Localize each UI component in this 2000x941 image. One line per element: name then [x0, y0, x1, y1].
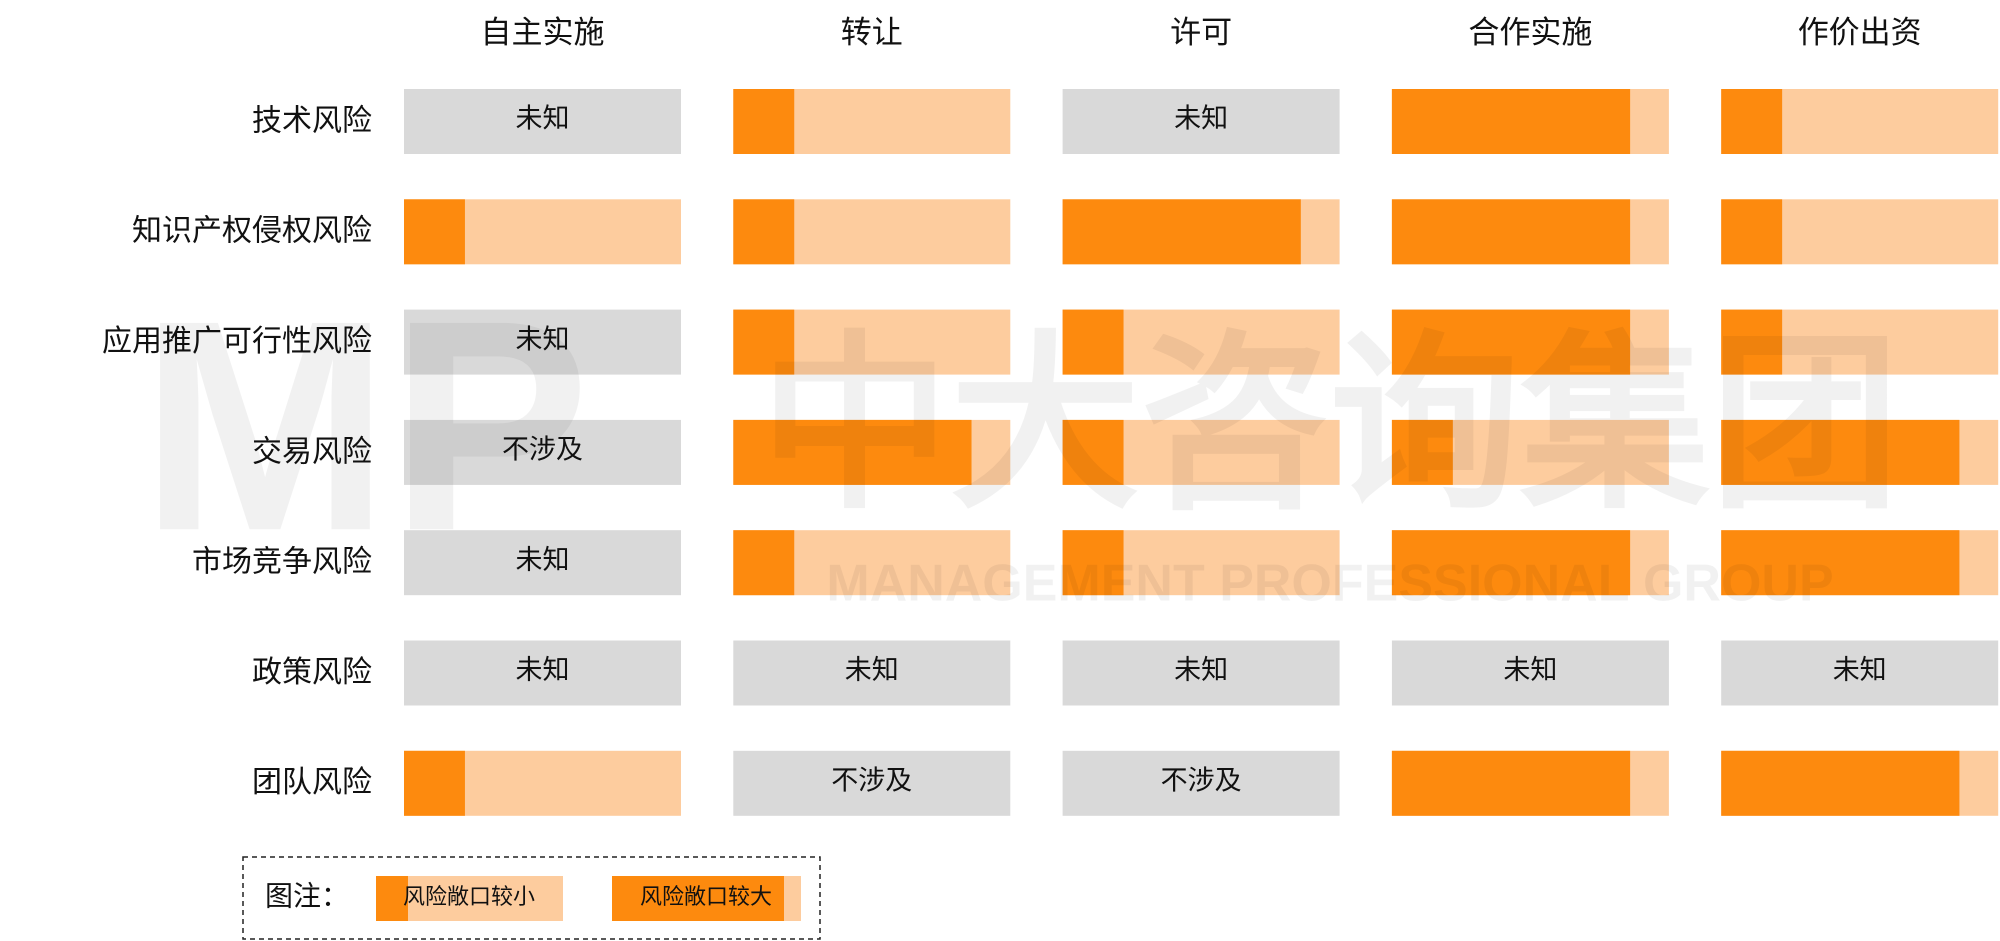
legend-swatch [376, 876, 408, 921]
cell-bg [1062, 89, 1340, 154]
bar [1391, 530, 1631, 596]
bar [1062, 309, 1124, 375]
bar [1721, 750, 1960, 816]
cell-text: 未知 [1174, 104, 1228, 134]
cell-bg [404, 309, 681, 375]
row-label: 政策风险 [252, 656, 372, 689]
cell-bg [404, 419, 681, 485]
watermark-logo: MP [140, 257, 590, 593]
bar [1391, 199, 1631, 265]
row-label: 知识产权侵权风险 [132, 215, 372, 248]
row-label: 应用推广可行性风险 [102, 325, 372, 358]
bar [1721, 89, 1783, 154]
row-label: 交易风险 [252, 435, 372, 468]
bar [404, 750, 465, 816]
bar [1062, 419, 1124, 485]
cell-text: 未知 [516, 104, 570, 134]
cell-text: 未知 [1503, 655, 1557, 685]
cell-text: 不涉及 [831, 766, 912, 796]
bar [1721, 309, 1783, 375]
row-label: 技术风险 [252, 104, 372, 137]
bar [1062, 199, 1301, 265]
cell-text: 未知 [1174, 655, 1228, 685]
legend: 图注： 风险敞口较小 风险敞口较大 [242, 856, 821, 940]
cell-bg [1062, 750, 1340, 816]
bar [1391, 89, 1631, 154]
cell-bg [404, 640, 681, 706]
bar [733, 199, 795, 265]
cell-text: 未知 [1833, 655, 1887, 685]
cell-text: 未知 [516, 545, 570, 575]
cell-text: 不涉及 [502, 435, 583, 465]
bar [733, 530, 795, 596]
cell-bg [404, 89, 681, 154]
cell-bg [1062, 640, 1340, 706]
cell-bg [733, 640, 1011, 706]
bar [1721, 199, 1783, 265]
legend-label: 风险敞口较大 [640, 884, 772, 909]
column-header: 自主实施 [481, 15, 605, 50]
column-header: 许可 [1170, 15, 1232, 50]
row-label: 市场竞争风险 [192, 546, 372, 579]
watermark-name: 中大咨询集团 [760, 319, 1900, 531]
bar [1721, 530, 1960, 596]
bar [1391, 309, 1631, 375]
cell-bg [404, 530, 681, 596]
cell-text: 未知 [516, 324, 570, 354]
cell-bg [1391, 640, 1669, 706]
bar [733, 89, 795, 154]
column-header: 合作实施 [1468, 15, 1592, 50]
bar [733, 309, 795, 375]
legend-swatch [612, 876, 784, 921]
bar [1391, 419, 1453, 485]
legend-label: 风险敞口较小 [403, 884, 535, 909]
cell-bg [1721, 640, 1999, 706]
legend-title: 图注： [265, 880, 349, 912]
watermark-subtitle: MANAGEMENT PROFESSIONAL GROUP [826, 555, 1833, 613]
legend-box [242, 856, 821, 940]
bar [1721, 419, 1960, 485]
bar [733, 419, 972, 485]
cell-text: 不涉及 [1161, 766, 1242, 796]
column-header: 转让 [841, 15, 903, 50]
cell-text: 未知 [845, 655, 899, 685]
bar [1391, 750, 1631, 816]
row-label: 团队风险 [252, 766, 372, 799]
bar [404, 199, 465, 265]
bar [1062, 530, 1124, 596]
cell-text: 未知 [516, 655, 570, 685]
column-header: 作价出资 [1798, 15, 1922, 50]
cell-bg [733, 750, 1011, 816]
